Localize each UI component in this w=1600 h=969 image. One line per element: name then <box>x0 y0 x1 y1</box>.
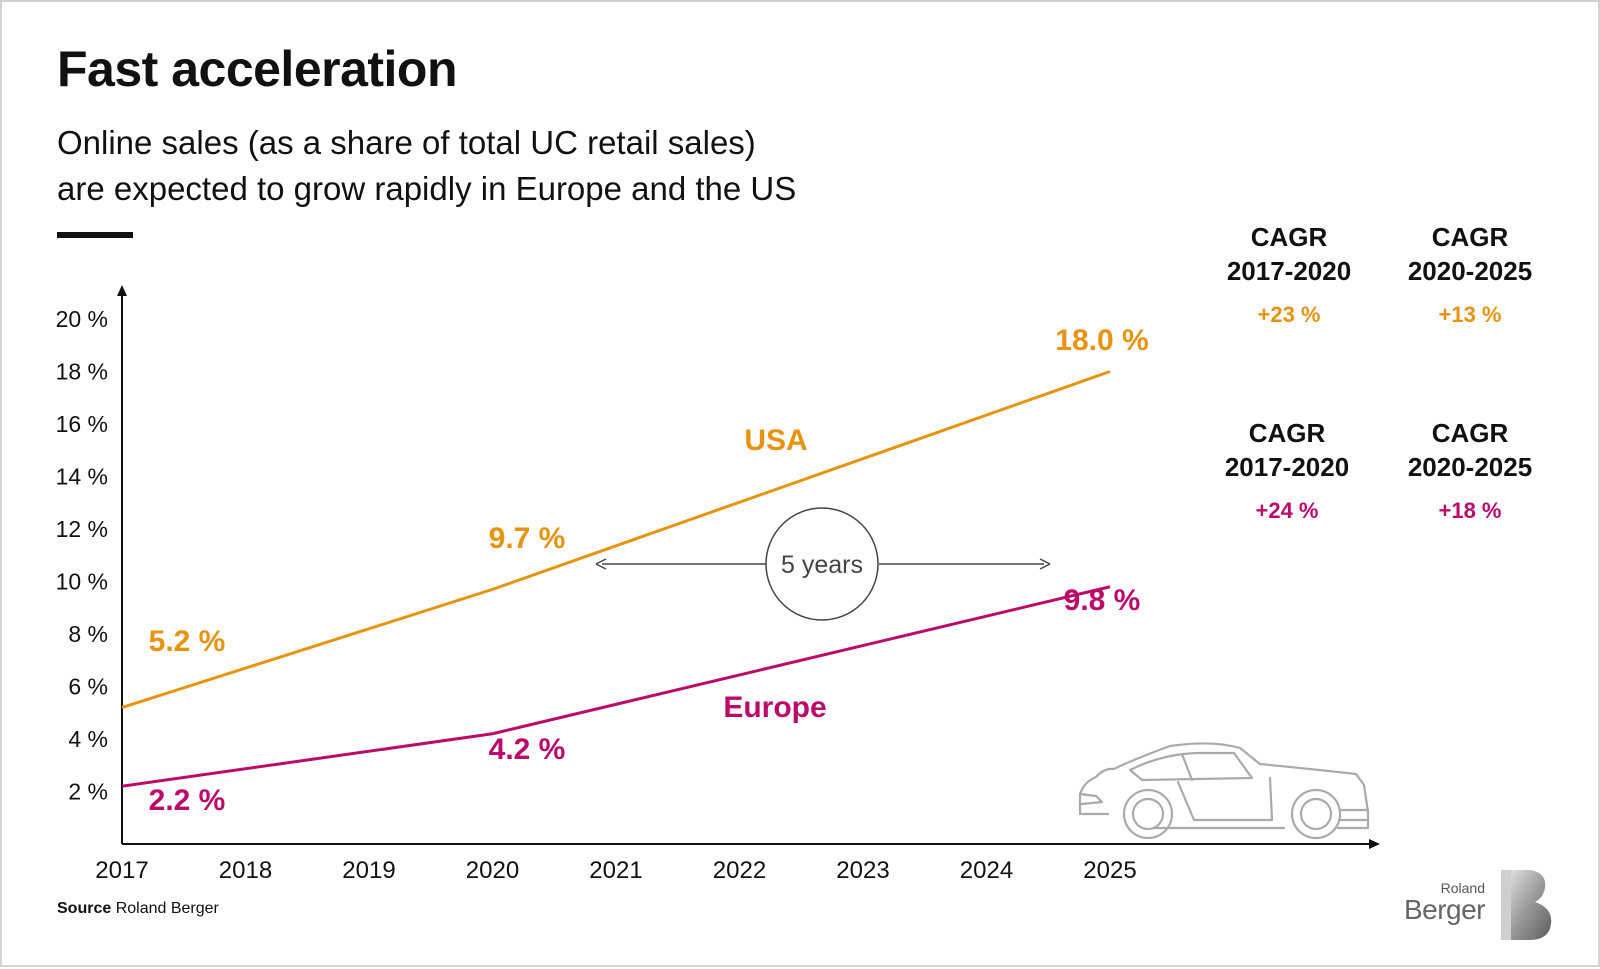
car-window-divider <box>1180 752 1194 782</box>
y-tick-label: 18 % <box>56 359 108 385</box>
logo-berger: Berger <box>1403 894 1486 925</box>
data-label: 2.2 % <box>149 784 226 817</box>
series-name-label: USA <box>744 424 807 457</box>
series-line <box>121 585 1111 788</box>
cagr-usa-2020-2025: CAGR 2020-2025 +13 % <box>1380 220 1560 328</box>
x-tick-label: 2023 <box>836 857 889 884</box>
source-note: Source Roland Berger <box>57 900 219 918</box>
span-arrowhead-right <box>1039 558 1051 570</box>
car-bumper <box>1338 808 1370 822</box>
y-tick-label: 20 % <box>56 306 108 332</box>
x-axis-arrow <box>1369 839 1380 849</box>
data-label: 18.0 % <box>1055 324 1148 357</box>
x-tick-label: 2025 <box>1083 857 1136 884</box>
title-rule <box>57 232 133 238</box>
data-label: 9.7 % <box>489 522 566 555</box>
cagr-period: 2017-2020 <box>1226 256 1352 286</box>
cagr-value: +23 % <box>1257 302 1321 327</box>
series-name-label: Europe <box>723 691 826 724</box>
cagr-period: 2020-2025 <box>1407 256 1533 286</box>
x-tick-label: 2020 <box>466 857 519 884</box>
span-arrowhead-left <box>595 558 607 570</box>
logo-b-mark <box>1501 870 1552 940</box>
series-usa: 5.2 % 9.7 % 18.0 % USA <box>121 324 1149 709</box>
source-text: Roland Berger <box>115 900 219 917</box>
car-rear-wheel-hub <box>1131 797 1165 831</box>
x-tick-label: 2024 <box>960 857 1013 884</box>
x-tick-label: 2022 <box>713 857 766 884</box>
car-front-wheel-hub <box>1299 797 1333 831</box>
data-label: 5.2 % <box>149 625 226 658</box>
span-label: 5 years <box>781 551 863 579</box>
roland-berger-logo: Roland Berger <box>1397 868 1557 944</box>
series-europe: 2.2 % 4.2 % 9.8 % Europe <box>121 584 1141 817</box>
cagr-heading: CAGR <box>1431 222 1509 252</box>
car-spoiler <box>1078 792 1104 806</box>
cagr-period: 2017-2020 <box>1224 452 1350 482</box>
car-rear-wheel <box>1122 788 1174 840</box>
data-label: 4.2 % <box>489 733 566 766</box>
car-front-wheel <box>1290 788 1342 840</box>
data-label: 9.8 % <box>1064 584 1141 617</box>
x-tick-label: 2017 <box>95 857 148 884</box>
x-tick-labels: 2017 2018 2019 2020 2021 2022 2023 2024 2025 <box>95 857 1136 884</box>
car-illustration <box>1078 742 1370 840</box>
cagr-heading: CAGR <box>1248 418 1326 448</box>
y-axis-arrow <box>117 285 127 296</box>
chart-title: Fast acceleration <box>57 41 458 97</box>
cagr-value: +13 % <box>1438 302 1502 327</box>
cagr-period: 2020-2025 <box>1407 452 1533 482</box>
series-layer: 5.2 % 9.7 % 18.0 % USA 2.2 % 4.2 % 9.8 % Europe <box>121 324 1149 817</box>
cagr-heading: CAGR <box>1250 222 1328 252</box>
car-window <box>1128 751 1254 782</box>
y-tick-label: 10 % <box>56 569 108 595</box>
x-tick-label: 2018 <box>219 857 272 884</box>
cagr-heading: CAGR <box>1431 418 1509 448</box>
cagr-europe-2020-2025: CAGR 2020-2025 +18 % <box>1380 416 1560 524</box>
car-door <box>1176 776 1274 822</box>
subtitle-line-1: Online sales (as a share of total UC ret… <box>57 124 756 161</box>
chart-subtitle: Online sales (as a share of total UC ret… <box>57 120 957 212</box>
axes <box>117 285 1380 849</box>
cagr-europe-2017-2020: CAGR 2017-2020 +24 % <box>1197 416 1377 524</box>
cagr-usa-2017-2020: CAGR 2017-2020 +23 % <box>1199 220 1379 328</box>
y-tick-label: 4 % <box>68 726 108 752</box>
cagr-value: +18 % <box>1438 498 1502 523</box>
five-years-annotation: 5 years <box>595 507 1051 621</box>
subtitle-line-2: are expected to grow rapidly in Europe a… <box>57 170 797 207</box>
span-circle <box>765 507 879 621</box>
y-tick-label: 12 % <box>56 516 108 542</box>
y-tick-label: 6 % <box>68 674 108 700</box>
y-tick-label: 8 % <box>68 621 108 647</box>
car-body <box>1078 742 1370 830</box>
cagr-value: +24 % <box>1255 498 1319 523</box>
logo-roland: Roland <box>1440 880 1485 896</box>
x-tick-label: 2021 <box>589 857 642 884</box>
y-tick-labels: 2 % 4 % 6 % 8 % 10 % 12 % 14 % 16 % 18 % 20 % <box>56 306 108 805</box>
series-line <box>121 370 1111 709</box>
source-label: Source <box>57 900 112 917</box>
y-tick-label: 2 % <box>68 779 108 805</box>
x-tick-label: 2019 <box>342 857 395 884</box>
y-tick-label: 16 % <box>56 411 108 437</box>
y-tick-label: 14 % <box>56 464 108 490</box>
